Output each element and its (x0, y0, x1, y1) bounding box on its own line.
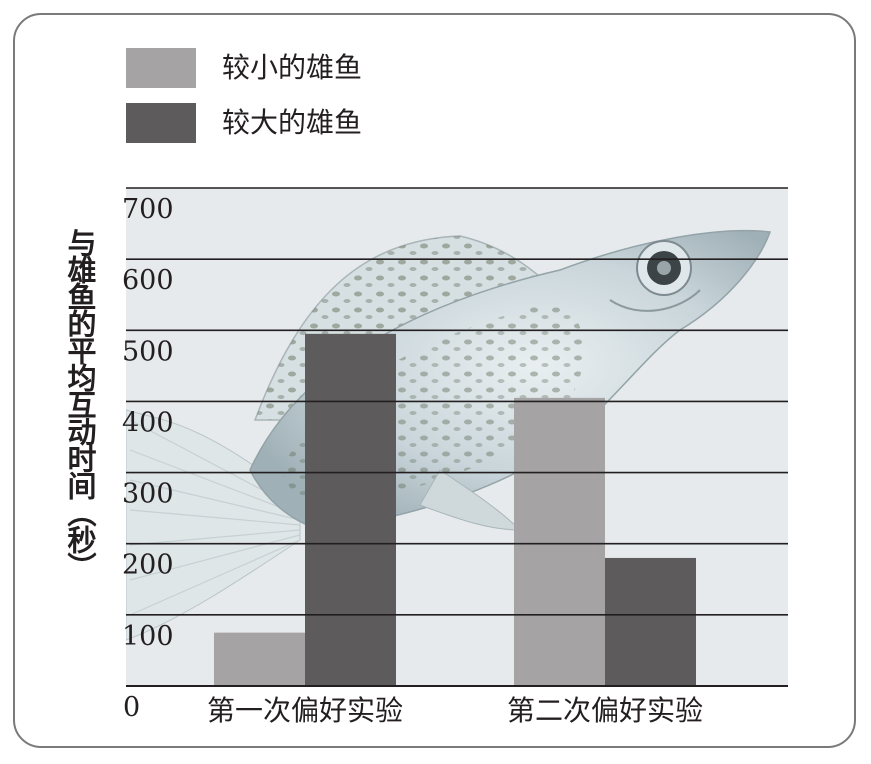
y-tick-label-200: 200 (122, 550, 174, 581)
y-tick-label-300: 300 (122, 479, 174, 510)
gridlines (126, 187, 788, 687)
legend-swatch-larger-male (126, 103, 196, 143)
y-tick-label-400: 400 (122, 407, 174, 438)
legend-swatch-smaller-male (126, 48, 196, 88)
x-category-label-1: 第二次偏好实验 (507, 694, 703, 727)
y-axis-label: 与雄鱼的平均互动时间（秒） (63, 228, 97, 579)
legend-label-larger-male: 较大的雄鱼 (222, 106, 363, 139)
gill-line (609, 289, 701, 312)
bar-series0-cat1 (514, 397, 605, 686)
legend-label-smaller-male: 较小的雄鱼 (222, 51, 363, 84)
fish-pupil-highlight (657, 261, 671, 275)
bar-series1-cat1 (605, 557, 696, 686)
y-tick-label-600: 600 (122, 265, 174, 296)
y-tick-labels: 0 100 200 300 400 500 600 700 (122, 194, 174, 723)
y-tick-label-700: 700 (122, 194, 174, 225)
bar-series0-cat0 (214, 632, 305, 686)
y-tick-label-100: 100 (122, 621, 174, 652)
y-tick-label-0: 0 (123, 692, 140, 723)
bars (214, 333, 696, 686)
bar-series1-cat0 (305, 333, 396, 686)
x-category-labels: 第一次偏好实验 第二次偏好实验 (207, 694, 703, 727)
y-tick-label-500: 500 (122, 336, 174, 367)
x-category-label-0: 第一次偏好实验 (207, 694, 403, 727)
